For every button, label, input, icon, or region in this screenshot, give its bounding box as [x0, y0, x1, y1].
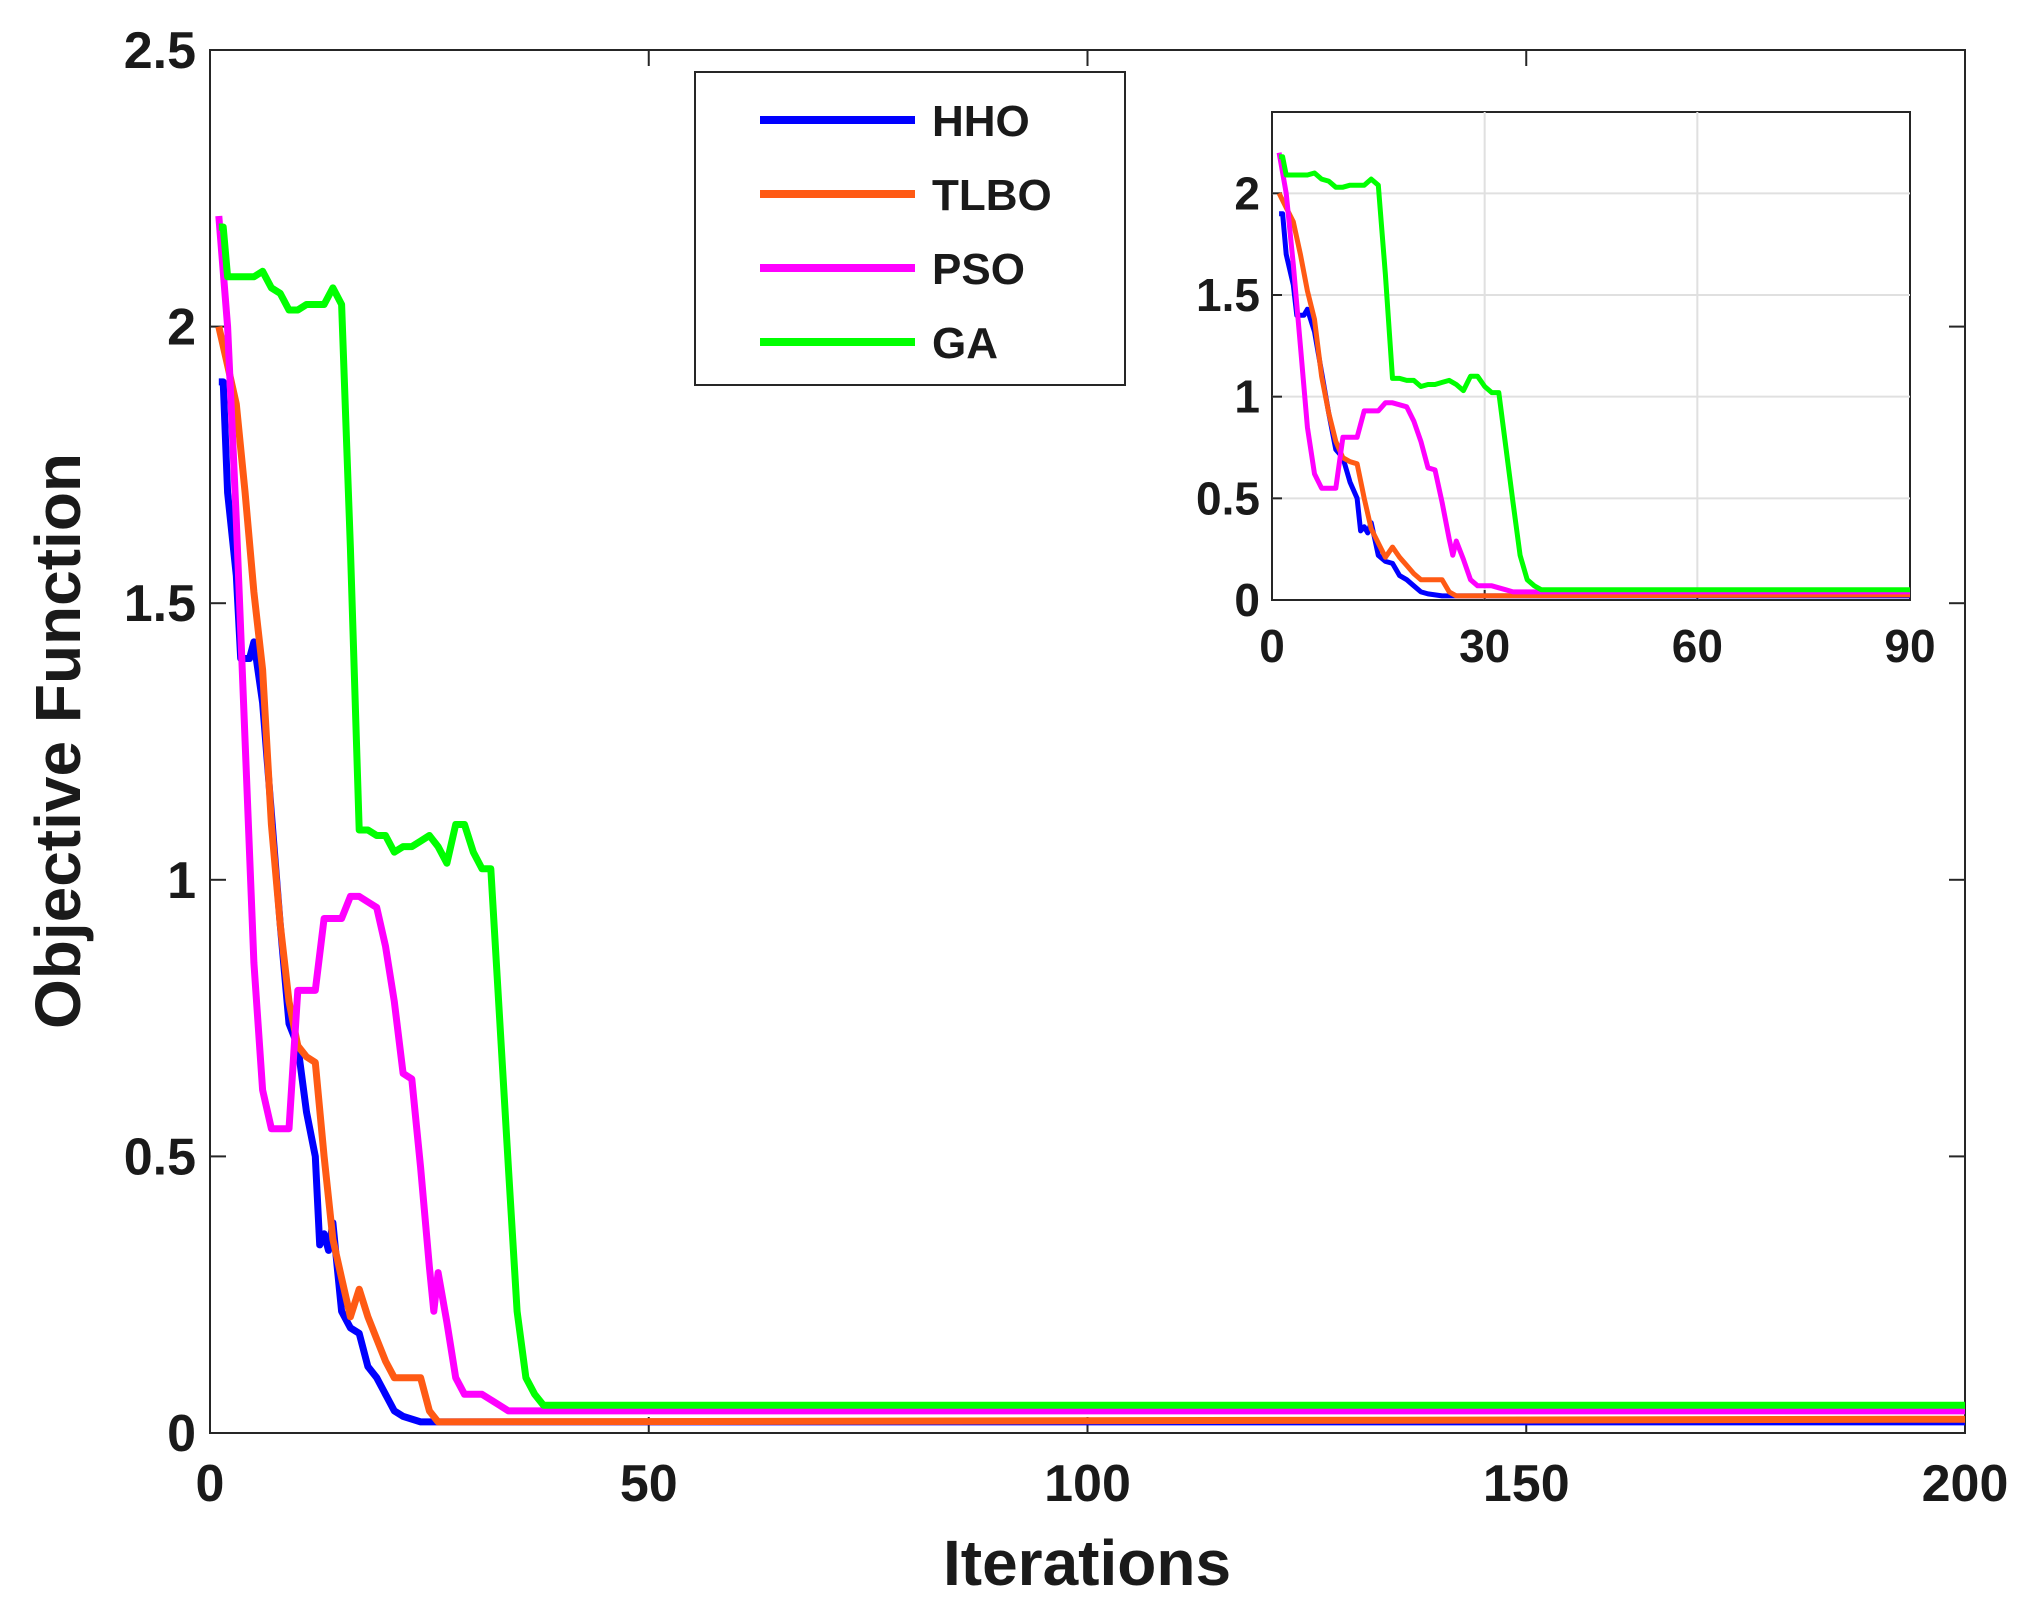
- series-line-pso: [215, 215, 1965, 1415]
- x-tick-label: 50: [620, 1455, 678, 1513]
- legend: HHO TLBO PSO GA: [694, 71, 1126, 386]
- legend-box: [694, 71, 1126, 386]
- y-tick-label: 1.5: [124, 575, 196, 633]
- main-series-lines: [215, 215, 1966, 1426]
- inset-x-tick-label: 30: [1459, 620, 1510, 672]
- inset-series-line-ga: [1279, 154, 1910, 593]
- y-tick-label: 2.5: [124, 22, 196, 80]
- series-line-hho: [218, 378, 1965, 1426]
- x-tick-label: 200: [1922, 1455, 2009, 1513]
- y-axis-label: Objective Function: [22, 453, 94, 1029]
- inset-x-tick-label: 90: [1884, 620, 1935, 672]
- series-line-tlbo: [215, 325, 1966, 1426]
- inset-plot: 0 30 60 90 0 0.5 1 1.5 2: [1196, 111, 1936, 672]
- legend-label-hho: HHO: [932, 97, 1030, 146]
- inset-y-tick-label: 0: [1234, 574, 1260, 626]
- inset-x-tick-label: 60: [1672, 620, 1723, 672]
- x-axis-label: Iterations: [943, 1527, 1231, 1599]
- y-tick-label: 0.5: [124, 1128, 196, 1186]
- x-tick-label: 0: [196, 1455, 225, 1513]
- legend-label-tlbo: TLBO: [932, 171, 1052, 220]
- inset-y-tick-label: 2: [1234, 167, 1260, 219]
- x-tick-label: 100: [1044, 1455, 1131, 1513]
- inset-tick-labels: 0 30 60 90 0 0.5 1 1.5 2: [1196, 167, 1936, 672]
- y-tick-label: 0: [167, 1405, 196, 1463]
- y-tick-label: 1: [167, 852, 196, 910]
- inset-y-tick-label: 1.5: [1196, 269, 1260, 321]
- inset-series-line-pso: [1276, 152, 1910, 595]
- x-tick-label: 150: [1483, 1455, 1570, 1513]
- inset-series-lines: [1276, 152, 1911, 599]
- series-line-ga: [218, 223, 1965, 1409]
- inset-grid: [1271, 112, 1911, 601]
- inset-x-tick-label: 0: [1259, 620, 1285, 672]
- legend-items: HHO TLBO PSO GA: [760, 97, 1052, 368]
- y-tick-label: 2: [167, 299, 196, 357]
- inset-y-tick-label: 1: [1234, 371, 1260, 423]
- inset-series-line-hho: [1279, 211, 1910, 599]
- legend-label-ga: GA: [932, 319, 998, 368]
- inset-y-tick-label: 0.5: [1196, 472, 1260, 524]
- legend-label-pso: PSO: [932, 245, 1025, 294]
- inset-series-line-tlbo: [1276, 192, 1911, 599]
